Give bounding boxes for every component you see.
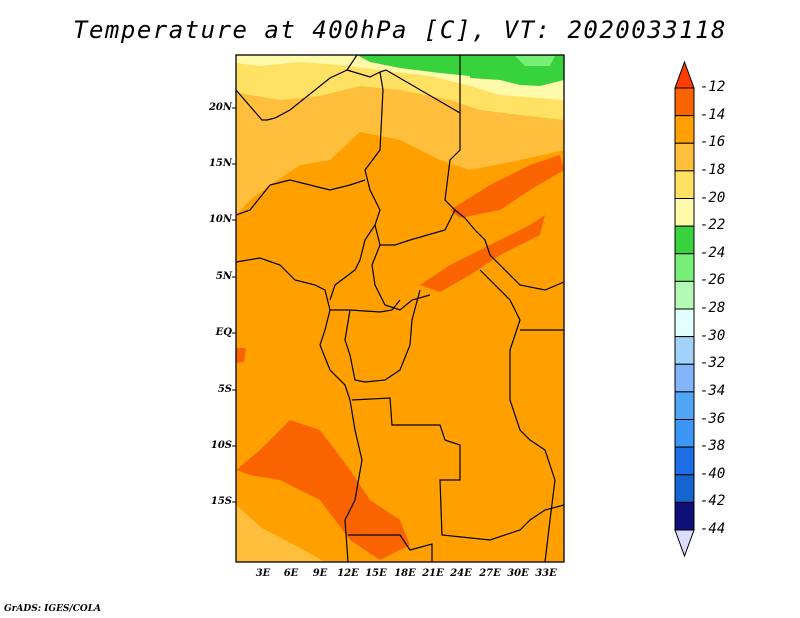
- axis-ticks: [232, 107, 236, 503]
- map-frame: [235, 54, 565, 563]
- colorbar-label: -42: [700, 493, 726, 510]
- colorbar-label: -18: [700, 161, 726, 178]
- colorbar-label: -30: [700, 327, 726, 344]
- lat-label: 10N: [208, 214, 232, 225]
- colorbar-box: [674, 446, 695, 476]
- colorbar-box: [674, 308, 695, 338]
- colorbar-box: [674, 198, 695, 227]
- colorbar-label: -24: [700, 244, 726, 261]
- colorbar-label: -26: [700, 272, 726, 289]
- colorbar: [674, 60, 695, 558]
- colorbar-label: -34: [700, 382, 726, 399]
- colorbar-label: -22: [700, 217, 726, 234]
- lon-label: 24E: [450, 568, 472, 579]
- contour-12-14-w: [236, 348, 246, 363]
- colorbar-box: [674, 142, 695, 172]
- colorbar-label: -32: [700, 355, 726, 372]
- colorbar-box: [674, 336, 695, 365]
- colorbar-box: [674, 419, 695, 448]
- colorbar-label: -12: [700, 79, 726, 95]
- lon-label: 30E: [507, 568, 529, 579]
- lat-label: EQ: [215, 327, 232, 338]
- colorbar-box: [674, 501, 695, 531]
- contour-22-24: [357, 55, 470, 76]
- colorbar-box: [674, 253, 695, 282]
- lat-label: 15N: [208, 158, 232, 169]
- lon-label: 12E: [337, 568, 359, 579]
- lat-label: 5N: [215, 271, 232, 282]
- colorbar-box: [674, 280, 695, 310]
- lon-label: 27E: [479, 568, 501, 579]
- lat-label: 10S: [210, 440, 232, 451]
- colorbar-label: -40: [700, 465, 726, 482]
- plot-title: Temperature at 400hPa [C], VT: 202003311…: [73, 16, 727, 44]
- colorbar-label: -20: [700, 189, 726, 206]
- colorbar-box: [674, 115, 695, 144]
- lat-label: 5S: [217, 384, 232, 395]
- colorbar-label: -14: [700, 106, 726, 123]
- lon-label: 6E: [283, 568, 299, 579]
- lat-label: 20N: [208, 102, 232, 113]
- lon-label: 18E: [394, 568, 416, 579]
- lon-label: 9E: [312, 568, 328, 579]
- colorbar-label: -38: [700, 438, 726, 455]
- colorbar-box: [674, 391, 695, 420]
- lat-label: 15S: [210, 496, 232, 507]
- colorbar-label: -28: [700, 300, 726, 316]
- colorbar-box: [674, 363, 695, 393]
- lon-label: 33E: [535, 568, 557, 579]
- contour-12-14-sw: [236, 420, 410, 560]
- country-borders: [236, 55, 564, 562]
- colorbar-box: [674, 170, 695, 199]
- lon-label: 3E: [255, 568, 271, 579]
- contour-24-26: [515, 56, 555, 66]
- footer-credit: GrADS: IGES/COLA: [4, 604, 102, 614]
- colorbar-bottom-triangle: [674, 529, 695, 558]
- contour-16-18-sw: [236, 505, 325, 562]
- contour-12-14-ne: [450, 155, 564, 218]
- colorbar-box: [674, 87, 695, 117]
- colorbar-top-triangle: [674, 60, 695, 89]
- colorbar-label: -16: [700, 134, 726, 151]
- lon-label: 15E: [365, 568, 387, 579]
- colorbar-label: -44: [700, 521, 726, 537]
- colorbar-box: [674, 225, 695, 255]
- lon-label: 21E: [422, 568, 444, 579]
- colorbar-box: [674, 474, 695, 503]
- colorbar-label: -36: [700, 410, 726, 427]
- contour-12-14-cafr: [420, 215, 545, 292]
